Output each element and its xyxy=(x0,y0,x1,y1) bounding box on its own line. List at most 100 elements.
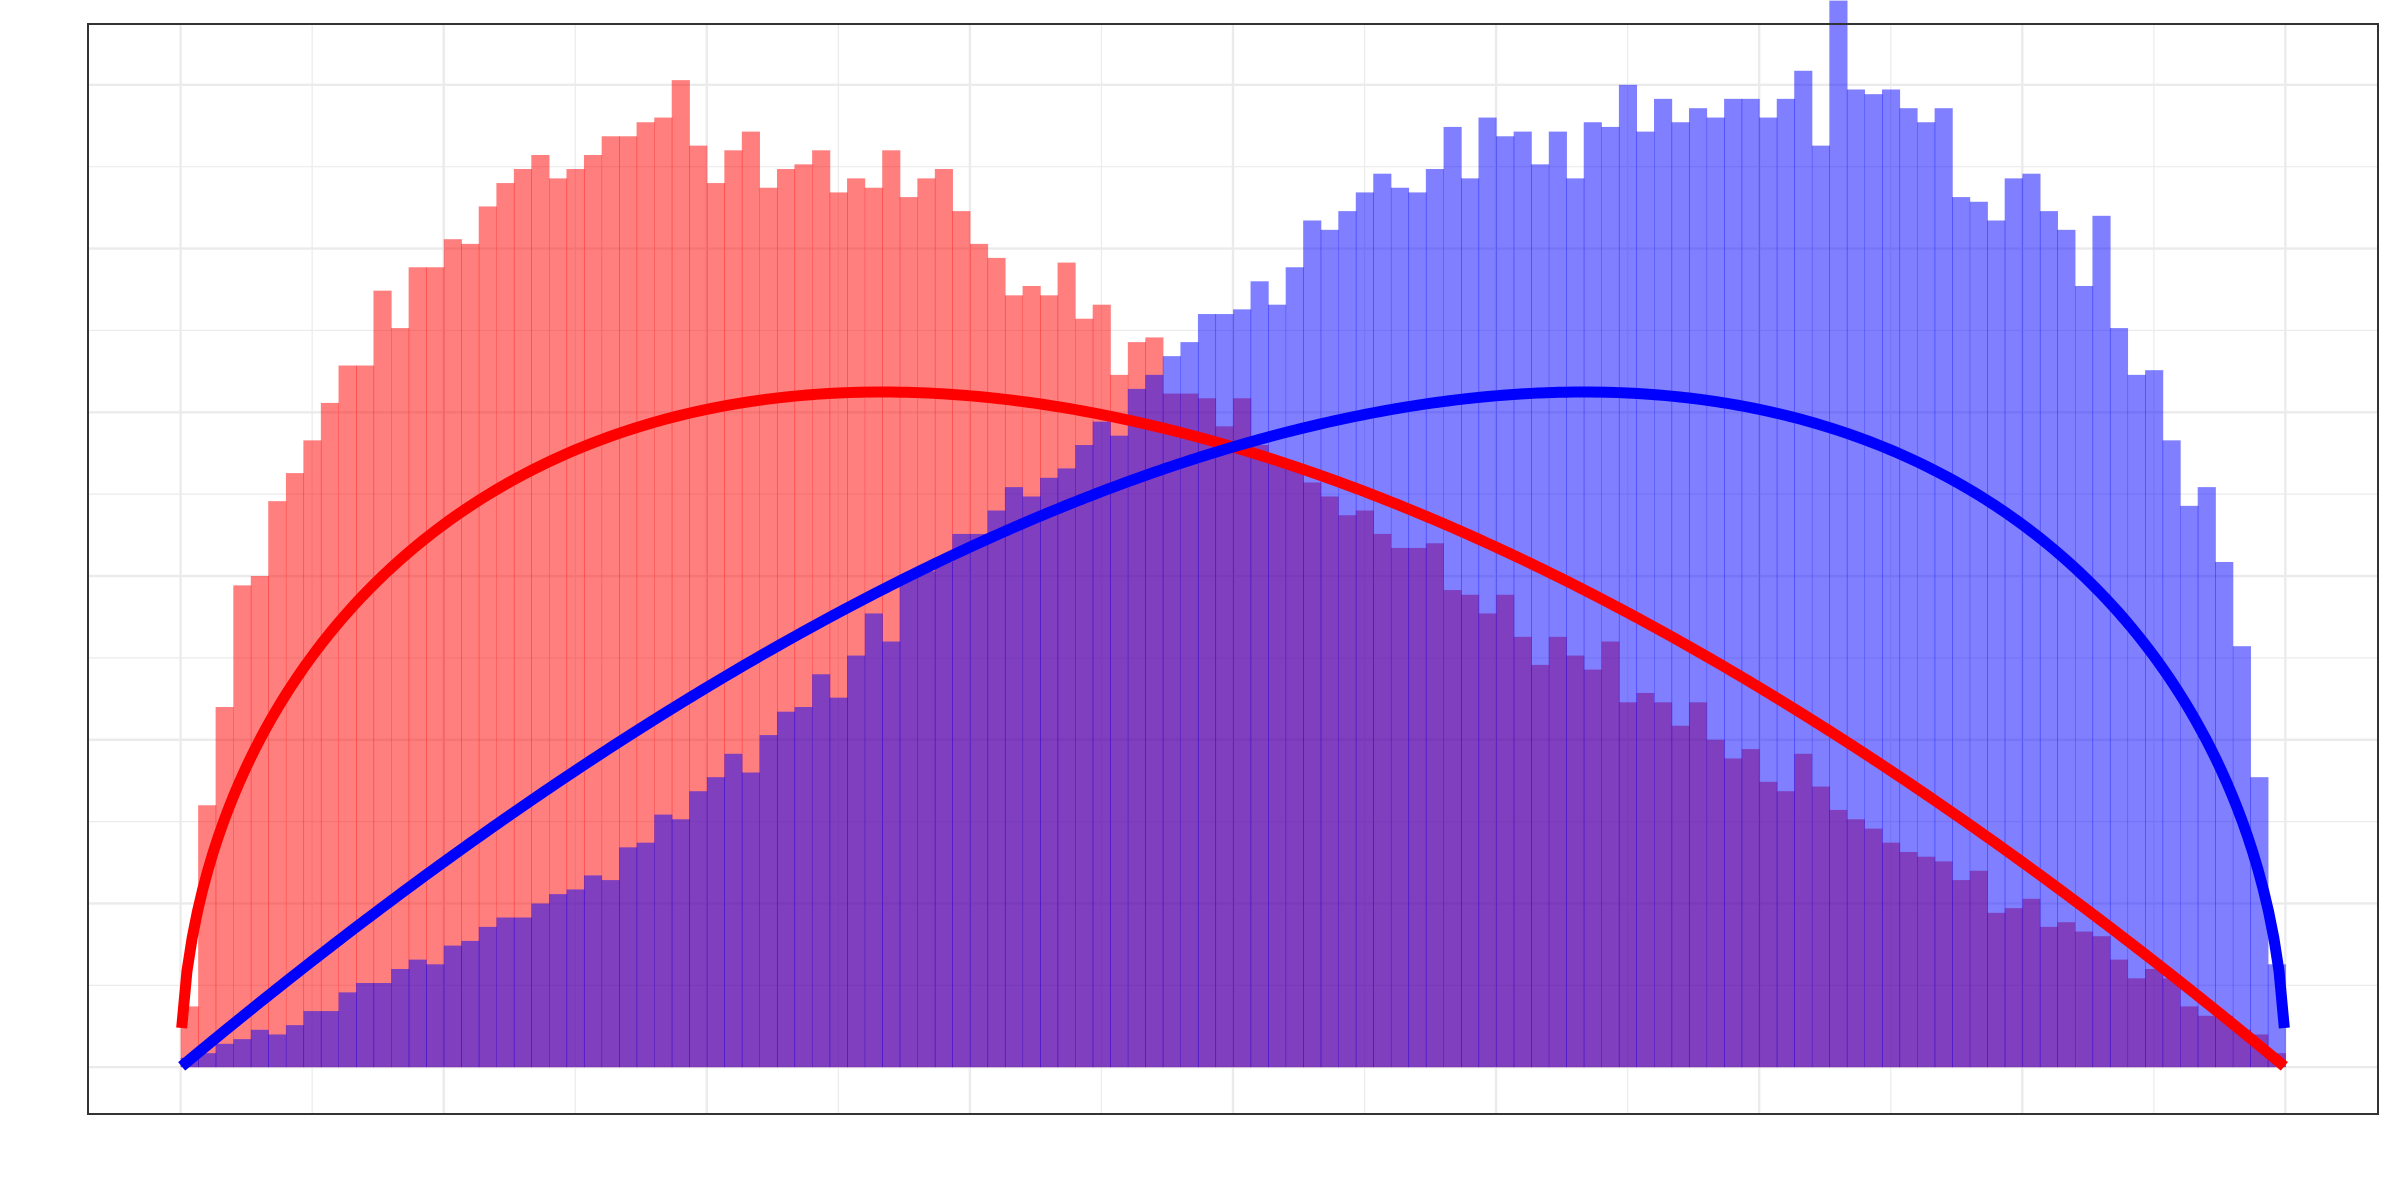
histogram-bar-series-2 xyxy=(671,819,690,1068)
histogram-bar-series-2 xyxy=(408,959,427,1068)
histogram-bar-series-2 xyxy=(2180,505,2199,1068)
histogram-bar-series-1 xyxy=(338,365,357,1068)
histogram-bar-series-2 xyxy=(320,1011,339,1068)
histogram-bar-series-1 xyxy=(285,473,305,1068)
histogram-bar-series-2 xyxy=(1075,445,1094,1068)
histogram-bar-series-2 xyxy=(1496,136,1515,1068)
histogram-bar-series-1 xyxy=(391,328,410,1068)
histogram-bar-series-2 xyxy=(1320,229,1339,1068)
histogram-bar-series-2 xyxy=(882,641,901,1068)
histogram-bar-series-1 xyxy=(583,154,603,1068)
histogram-bar-series-2 xyxy=(794,707,813,1068)
histogram-bar-series-2 xyxy=(1425,169,1445,1068)
histogram-bar-series-2 xyxy=(1706,117,1725,1068)
histogram-bar-series-2 xyxy=(812,674,831,1068)
histogram-bar-series-1 xyxy=(303,440,322,1068)
histogram-bar-series-2 xyxy=(829,697,848,1068)
histogram-bar-series-2 xyxy=(969,533,989,1068)
histogram-bar-series-2 xyxy=(356,983,375,1068)
histogram-bar-series-1 xyxy=(250,576,269,1068)
histogram-bar-series-2 xyxy=(250,1029,269,1068)
histogram-bar-series-1 xyxy=(601,136,620,1068)
histogram-bar-series-2 xyxy=(1145,374,1164,1068)
histogram-bar-series-2 xyxy=(2092,215,2111,1068)
histogram-bar-series-1 xyxy=(566,169,585,1068)
histogram-bar-series-2 xyxy=(1443,126,1462,1068)
histogram-bar-series-1 xyxy=(496,183,515,1068)
histogram-bar-series-2 xyxy=(1461,178,1480,1068)
histogram-bar-series-2 xyxy=(1724,98,1743,1068)
histogram-bar-series-1 xyxy=(513,169,533,1068)
histogram-bar-series-2 xyxy=(461,940,480,1068)
histogram-bar-series-2 xyxy=(1531,164,1550,1068)
histogram-bar-series-2 xyxy=(1513,131,1532,1068)
histogram-bar-series-2 xyxy=(583,875,603,1068)
histogram-bar-series-2 xyxy=(303,1011,322,1068)
histogram-bar-series-2 xyxy=(1092,421,1111,1068)
histogram-bar-series-2 xyxy=(1022,496,1041,1068)
histogram-bar-series-2 xyxy=(2004,178,2023,1068)
histogram-bar-series-1 xyxy=(461,243,480,1068)
histogram-bar-series-2 xyxy=(1215,314,1234,1068)
histogram-bar-series-2 xyxy=(1934,108,1953,1068)
histogram-bar-series-2 xyxy=(1846,89,1865,1068)
histogram-bar-series-1 xyxy=(478,206,497,1068)
histogram-bar-series-2 xyxy=(2022,173,2041,1068)
histogram-bar-series-2 xyxy=(2197,487,2216,1068)
histogram-bar-series-1 xyxy=(408,267,427,1068)
histogram-bar-series-2 xyxy=(1250,281,1269,1068)
histogram-bar-series-2 xyxy=(1127,388,1146,1068)
histogram-bar-series-2 xyxy=(1162,356,1181,1068)
histogram-bar-series-2 xyxy=(2162,440,2181,1068)
histogram-bar-series-2 xyxy=(391,968,410,1068)
histogram-bar-series-2 xyxy=(1233,309,1252,1068)
histogram-bar-series-2 xyxy=(2074,285,2094,1068)
histogram-bar-series-2 xyxy=(373,983,392,1068)
histogram-bar-series-2 xyxy=(1601,126,1620,1068)
histogram-bar-series-1 xyxy=(320,402,339,1068)
histogram-bar-series-2 xyxy=(1987,220,2006,1068)
histogram-bar-series-2 xyxy=(1618,84,1638,1068)
histogram-bar-series-2 xyxy=(2039,211,2058,1068)
histogram-bar-series-2 xyxy=(1794,70,1813,1068)
histogram-bar-series-2 xyxy=(952,533,971,1068)
histogram-bar-series-1 xyxy=(426,267,445,1068)
histogram-bar-series-1 xyxy=(215,707,234,1068)
histogram-bar-series-2 xyxy=(1197,314,1217,1068)
density-curves xyxy=(176,386,2290,1071)
histogram-bar-series-1 xyxy=(356,365,375,1068)
histogram-bar-series-2 xyxy=(1899,108,1918,1068)
histogram-bar-series-2 xyxy=(1303,220,1322,1068)
histogram-bar-series-1 xyxy=(268,501,287,1068)
histogram-bar-series-2 xyxy=(1057,468,1076,1068)
histogram-bar-series-2 xyxy=(1373,173,1392,1068)
histogram-bar-series-2 xyxy=(847,655,866,1068)
histogram-bar-series-2 xyxy=(478,926,497,1068)
histogram-bar-series-2 xyxy=(706,777,726,1068)
histogram-bar-series-2 xyxy=(1917,122,1936,1068)
histogram-bar-series-2 xyxy=(496,917,515,1068)
histogram-bar-series-2 xyxy=(1110,435,1129,1068)
density-curve-series-2 xyxy=(178,386,2290,1071)
histogram-bar-series-2 xyxy=(619,847,638,1068)
histogram-bar-series-2 xyxy=(689,791,708,1068)
histogram-bar-series-2 xyxy=(724,753,743,1068)
histogram-bar-series-1 xyxy=(531,154,550,1068)
histogram-bar-series-1 xyxy=(443,239,462,1068)
histogram-bar-series-2 xyxy=(1952,197,1971,1068)
histogram-bar-series-2 xyxy=(1671,122,1690,1068)
histogram-bar-series-2 xyxy=(1180,342,1199,1068)
histogram-bar-series-2 xyxy=(549,894,568,1068)
histogram-bar-series-2 xyxy=(601,880,620,1068)
histogram-bar-series-2 xyxy=(2145,370,2164,1068)
histogram-bar-series-2 xyxy=(1811,145,1831,1068)
histogram-bar-series-1 xyxy=(233,585,252,1068)
histogram-bar-series-2 xyxy=(233,1039,252,1068)
plot-border xyxy=(87,23,2379,1115)
histogram-bar-series-2 xyxy=(1741,98,1760,1068)
histogram-bar-series-2 xyxy=(285,1025,305,1068)
histogram-bar-series-2 xyxy=(917,571,936,1068)
histogram-bar-series-1 xyxy=(619,136,638,1068)
histogram-bar-series-2 xyxy=(1355,192,1374,1068)
histogram-bar-series-2 xyxy=(2215,561,2234,1068)
